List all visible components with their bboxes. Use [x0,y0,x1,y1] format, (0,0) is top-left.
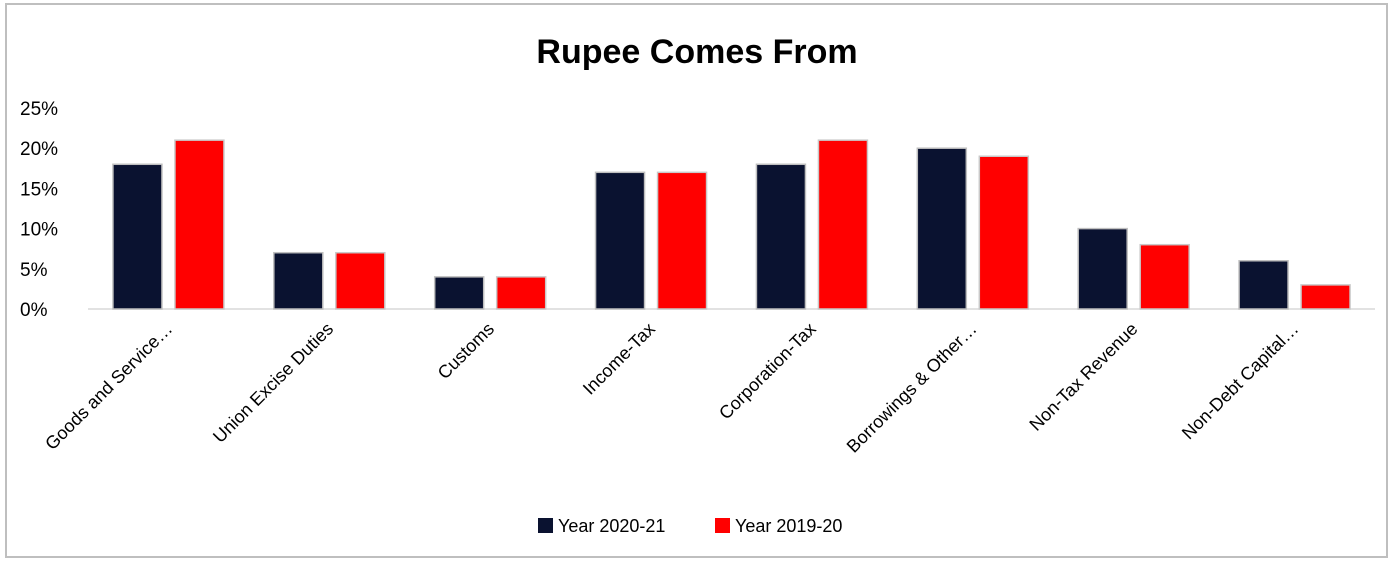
bar-series-2 [1139,243,1190,310]
bar-series-2 [174,139,225,310]
bar-series-1 [1238,260,1289,310]
bar-series-2 [495,276,547,310]
y-tick-label: 20% [20,139,58,160]
bar-series-2 [656,171,708,310]
bar-series-2 [335,251,386,310]
bar-series-1 [1077,227,1128,310]
legend-label: Year 2019-20 [735,516,842,536]
bar-series-1 [755,163,807,310]
x-tick-label: Union Excise Duties [209,319,337,447]
x-tick-label: Borrowings & Other… [843,319,981,457]
legend-swatch [715,518,730,533]
bars-group [112,139,1351,310]
chart-title: Rupee Comes From [536,33,857,71]
bar-series-1 [112,163,163,310]
legend: Year 2020-21 Year 2019-20 [538,516,842,536]
bar-series-1 [594,171,646,310]
y-tick-label: 0% [20,300,48,321]
y-tick-label: 10% [20,220,58,241]
legend-label: Year 2020-21 [558,516,665,536]
bar-series-1 [433,276,485,310]
y-tick-label: 25% [20,99,58,120]
x-tick-label: Non-Debt Capital… [1178,319,1303,444]
y-tick-label: 5% [20,260,48,281]
x-tick-label: Customs [434,319,498,383]
x-tick-label: Corporation-Tax [715,319,820,424]
x-tick-label: Income-Tax [579,319,659,399]
legend-swatch [538,518,553,533]
bar-series-1 [916,147,968,310]
y-axis: 0% 5% 10% 15% 20% 25% [20,99,58,321]
bar-series-1 [273,251,324,310]
bar-series-2 [817,139,869,310]
x-axis: Goods and Service… Union Excise Duties Cus… [41,319,1302,457]
y-tick-label: 15% [20,179,58,200]
x-tick-label: Goods and Service… [41,319,176,454]
x-tick-label: Non-Tax Revenue [1025,319,1141,435]
bar-series-2 [978,155,1030,310]
bar-series-2 [1300,284,1351,310]
